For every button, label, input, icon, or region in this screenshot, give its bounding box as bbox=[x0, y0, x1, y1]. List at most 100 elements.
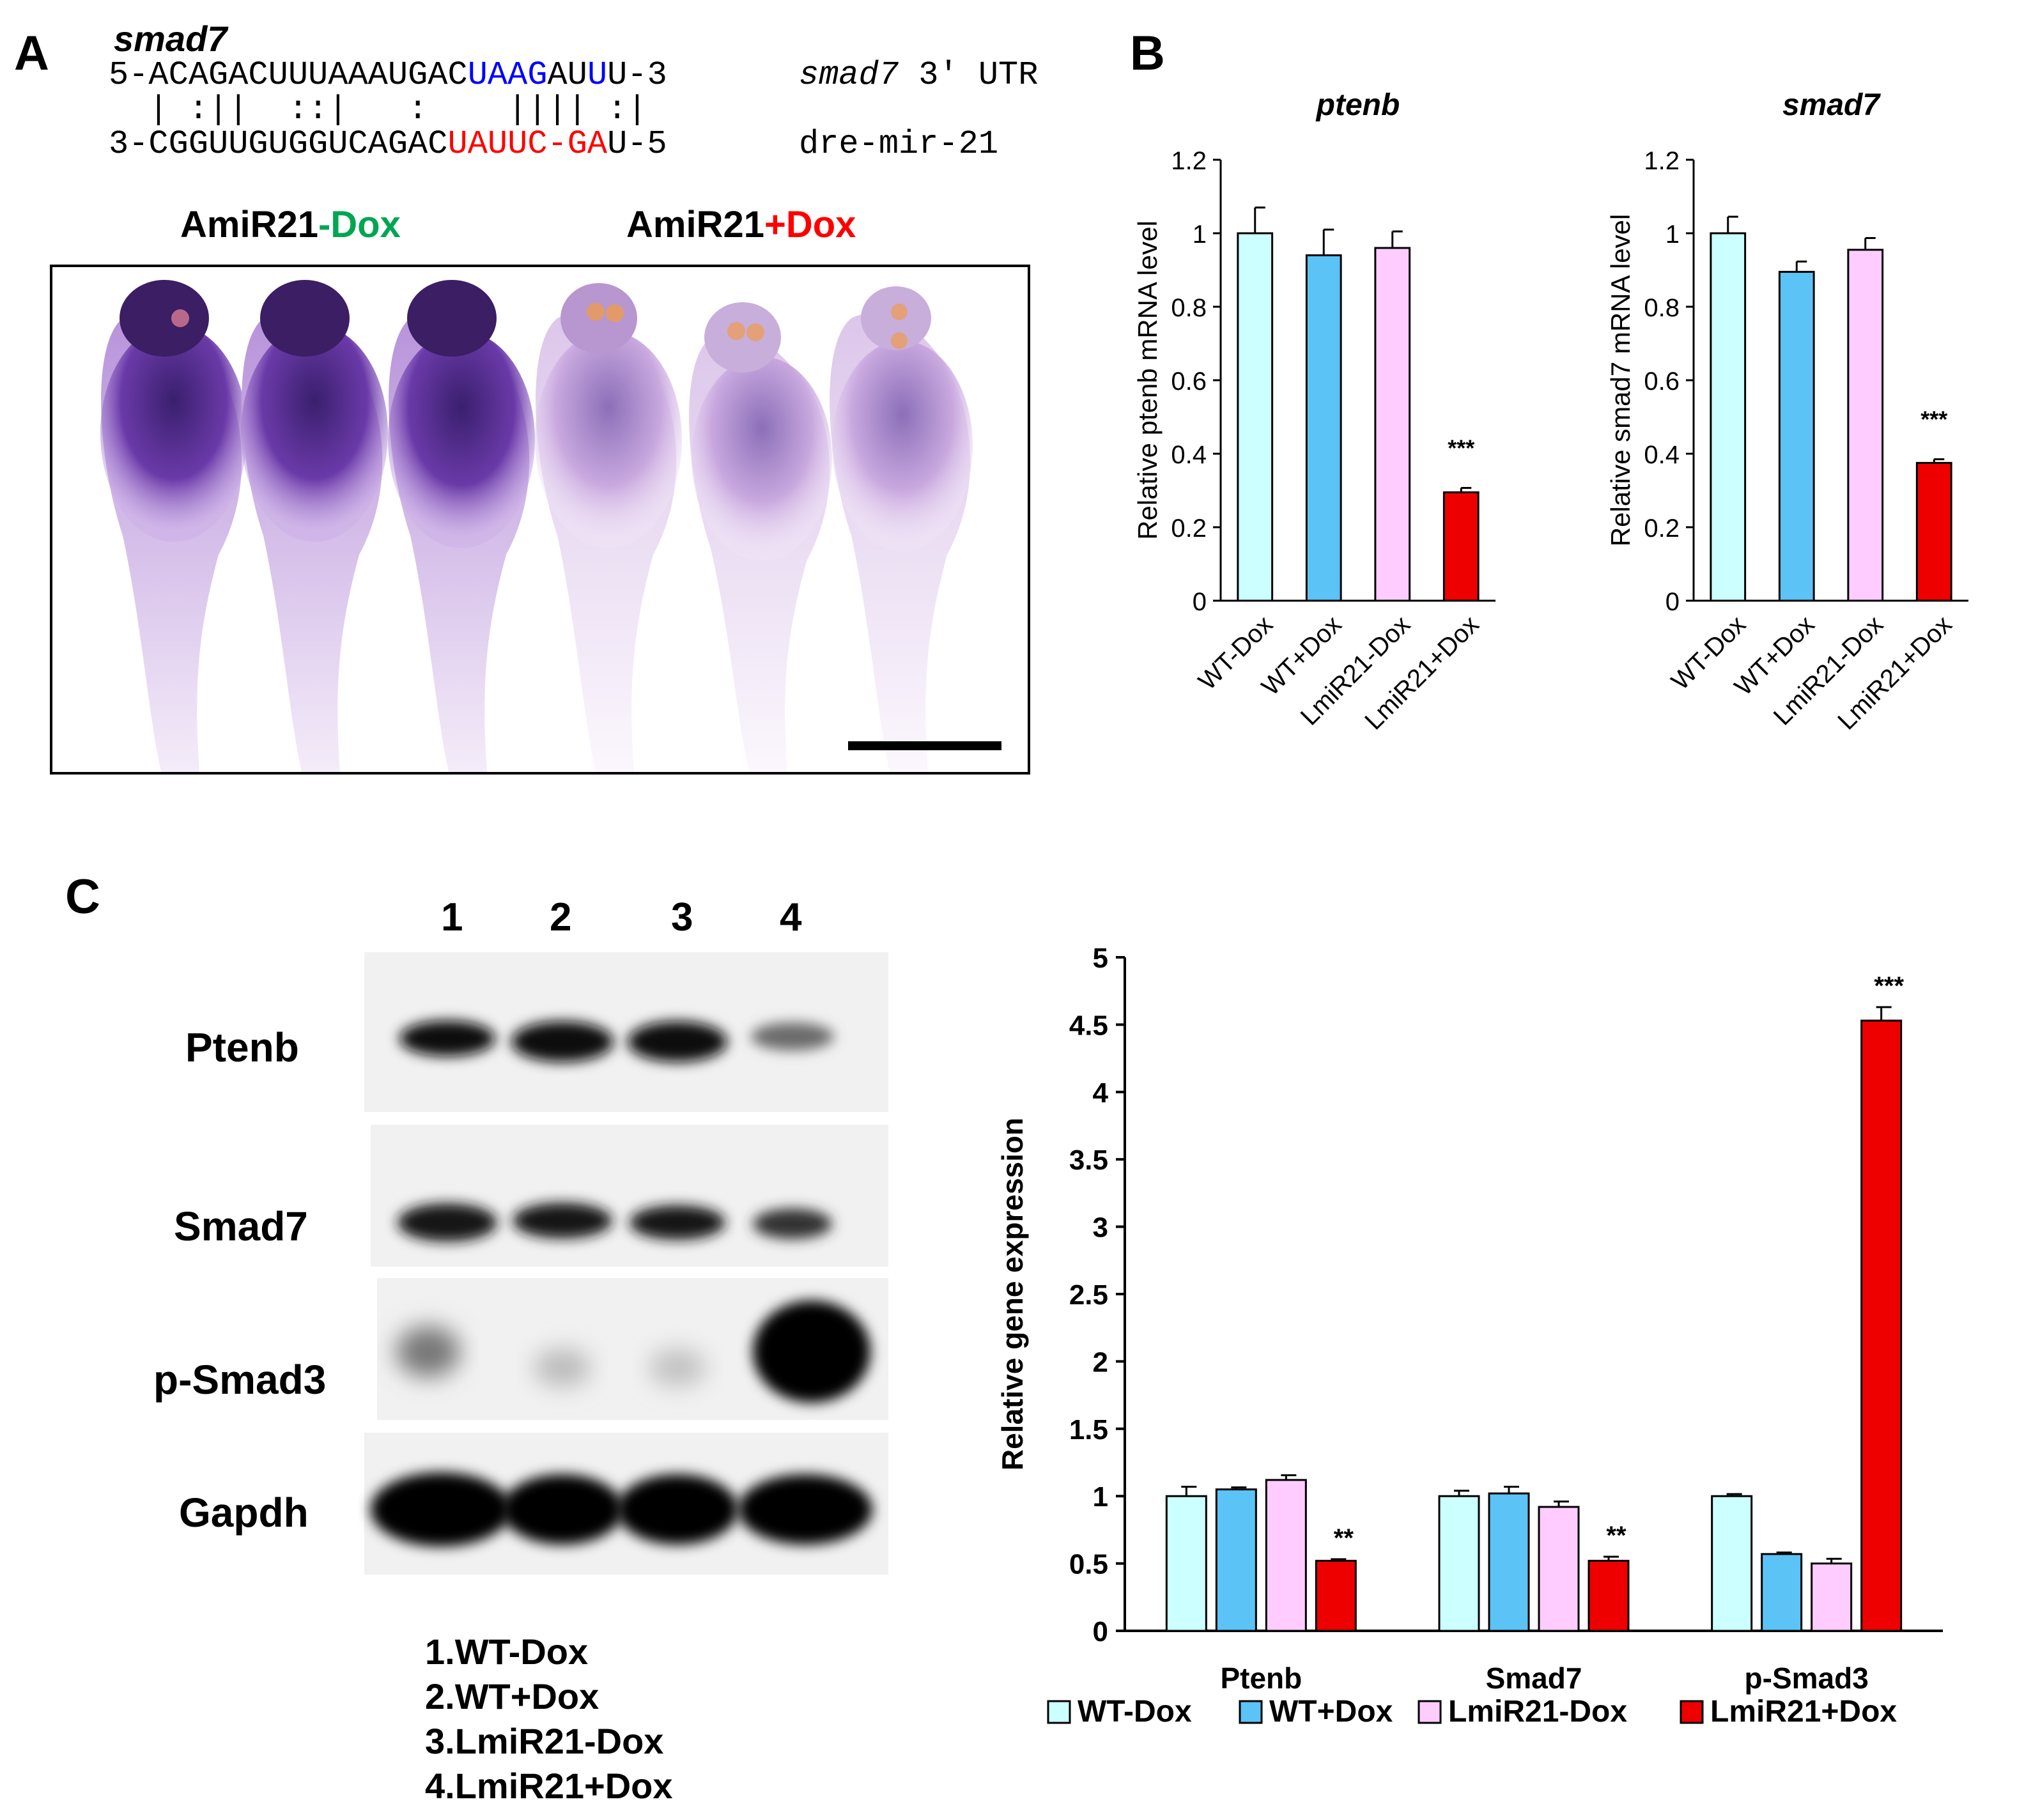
lane-number-3: 3 bbox=[671, 895, 693, 939]
band-ptenb-4 bbox=[751, 1022, 834, 1051]
utr-seq-part: U-3 bbox=[607, 56, 667, 94]
utr-label-gene: smad7 bbox=[799, 56, 899, 94]
blot-label-ptenb: Ptenb bbox=[185, 1024, 299, 1070]
y-tick-label: 4 bbox=[1093, 1077, 1109, 1109]
lane-number-2: 2 bbox=[550, 895, 572, 939]
blot-label-smad7: Smad7 bbox=[174, 1203, 308, 1249]
bar bbox=[1710, 232, 1747, 602]
dox-minus: -Dox bbox=[318, 204, 401, 245]
bar bbox=[1860, 1019, 1903, 1632]
y-tick-label: 0.6 bbox=[1171, 367, 1207, 396]
western-blot bbox=[364, 952, 888, 1575]
lane-legend-item: 3.LmiR21-Dox bbox=[425, 1721, 664, 1761]
y-tick-label: 0.8 bbox=[1171, 294, 1207, 322]
blot-label-p-smad3: p-Smad3 bbox=[153, 1357, 327, 1403]
legend-label: WT+Dox bbox=[1269, 1695, 1393, 1729]
bar bbox=[1165, 1495, 1207, 1632]
y-tick-label: 0.6 bbox=[1644, 367, 1680, 396]
lane-legend-item: 4.LmiR21+Dox bbox=[425, 1766, 673, 1806]
y-tick-label: 1 bbox=[1665, 220, 1680, 249]
group-label-plus-dox: AmiR21+Dox bbox=[626, 203, 856, 246]
y-tick-label: 0.4 bbox=[1644, 441, 1680, 469]
panel-letter-a: A bbox=[14, 26, 49, 81]
utr-seed-match-2: U bbox=[587, 56, 608, 94]
y-tick-label: 5 bbox=[1093, 943, 1108, 974]
embryo-light-1 bbox=[535, 283, 682, 772]
panel-letter-c: C bbox=[65, 870, 100, 924]
significance-label: *** bbox=[1874, 972, 1904, 1000]
x-tick-label: Smad7 bbox=[1486, 1662, 1582, 1695]
y-tick-label: 0.8 bbox=[1644, 294, 1680, 322]
bar bbox=[1915, 461, 1952, 602]
band-ptenb-1 bbox=[399, 1021, 495, 1056]
utr-seq-part: AU bbox=[547, 56, 587, 94]
band-smad7-2 bbox=[513, 1203, 612, 1238]
y-tick-label: 0.2 bbox=[1644, 514, 1680, 543]
significance-label: *** bbox=[1448, 435, 1474, 461]
band-gapdh-2 bbox=[502, 1474, 623, 1545]
x-tick-label: p-Smad3 bbox=[1745, 1662, 1869, 1695]
y-tick-label: 0.2 bbox=[1171, 514, 1207, 543]
band-p-smad3-3 bbox=[649, 1348, 706, 1387]
y-tick-label: 1 bbox=[1193, 220, 1207, 249]
legend-swatch bbox=[1418, 1700, 1442, 1724]
embryo-light-2 bbox=[689, 302, 832, 772]
embryo-dark-3 bbox=[388, 280, 535, 772]
legend-label: WT-Dox bbox=[1078, 1695, 1192, 1729]
bar bbox=[1305, 254, 1342, 602]
utr-seq-part: 5-ACAGACUUUAAAUGAC bbox=[109, 56, 468, 94]
mir-seq-part: U-5 bbox=[607, 125, 667, 163]
band-smad7-4 bbox=[753, 1208, 832, 1239]
band-p-smad3-2 bbox=[534, 1348, 591, 1387]
lane-legend-item: 2.WT+Dox bbox=[425, 1676, 599, 1716]
bar bbox=[1488, 1492, 1530, 1632]
utr-seed-match: UAAG bbox=[467, 56, 548, 94]
bar bbox=[1761, 1553, 1803, 1632]
band-gapdh-1 bbox=[371, 1472, 511, 1546]
band-gapdh-4 bbox=[738, 1474, 872, 1545]
chart-title: ptenb bbox=[1315, 88, 1400, 122]
bar bbox=[1442, 491, 1480, 602]
y-tick-label: 0.5 bbox=[1069, 1549, 1108, 1580]
utr-label: smad7 3' UTR bbox=[799, 56, 1038, 94]
utr-sequence: 5-ACAGACUUUAAAUGACUAAGAUUU-3 bbox=[109, 56, 667, 94]
bar bbox=[1588, 1559, 1630, 1632]
band-ptenb-3 bbox=[628, 1021, 727, 1062]
group-label-minus-dox: AmiR21-Dox bbox=[180, 203, 401, 246]
y-tick-label: 3 bbox=[1093, 1212, 1108, 1244]
target-gene-name: smad7 bbox=[114, 19, 228, 59]
y-tick-label: 0.4 bbox=[1171, 441, 1207, 469]
bar bbox=[1315, 1559, 1357, 1632]
bar bbox=[1438, 1495, 1480, 1632]
y-tick-label: 0 bbox=[1093, 1616, 1108, 1647]
y-tick-label: 0 bbox=[1193, 588, 1207, 616]
band-p-smad3-1 bbox=[396, 1326, 460, 1377]
legend-label: LmiR21+Dox bbox=[1710, 1695, 1897, 1729]
y-tick-label: 0 bbox=[1665, 588, 1680, 616]
blot-strip-smad7 bbox=[371, 1125, 888, 1267]
mirna-label: dre-mir-21 bbox=[799, 125, 999, 163]
panel-letter-b: B bbox=[1130, 26, 1165, 81]
scale-bar bbox=[848, 741, 1001, 750]
y-tick-label: 4.5 bbox=[1069, 1010, 1108, 1041]
chart-title: smad7 bbox=[1782, 88, 1881, 122]
y-tick-label: 1.5 bbox=[1069, 1414, 1108, 1446]
significance-label: ** bbox=[1606, 1522, 1627, 1550]
bar bbox=[1215, 1488, 1257, 1632]
bar bbox=[1237, 232, 1274, 602]
utr-label-suffix: 3' UTR bbox=[899, 56, 1039, 94]
significance-label: ** bbox=[1334, 1524, 1354, 1552]
embryo-dark-1 bbox=[100, 280, 247, 772]
y-axis-label: Relative ptenb mRNA level bbox=[1132, 220, 1163, 540]
base-pairing: | :|| ::| : |||| :| bbox=[109, 91, 647, 128]
embryo-light-3 bbox=[830, 286, 973, 772]
y-tick-label: 1.2 bbox=[1171, 147, 1207, 175]
embryo-image bbox=[50, 265, 1030, 775]
lane-legend: 1.WT-Dox 2.WT+Dox 3.LmiR21-Dox 4.LmiR21+… bbox=[425, 1630, 673, 1808]
bar bbox=[1538, 1506, 1580, 1632]
mir-seq-part: 3-CGGUUGUGGUCAGAC bbox=[109, 125, 448, 163]
bar bbox=[1711, 1495, 1753, 1632]
band-gapdh-3 bbox=[617, 1474, 738, 1545]
legend-swatch bbox=[1047, 1700, 1071, 1724]
dox-plus: +Dox bbox=[764, 204, 856, 245]
